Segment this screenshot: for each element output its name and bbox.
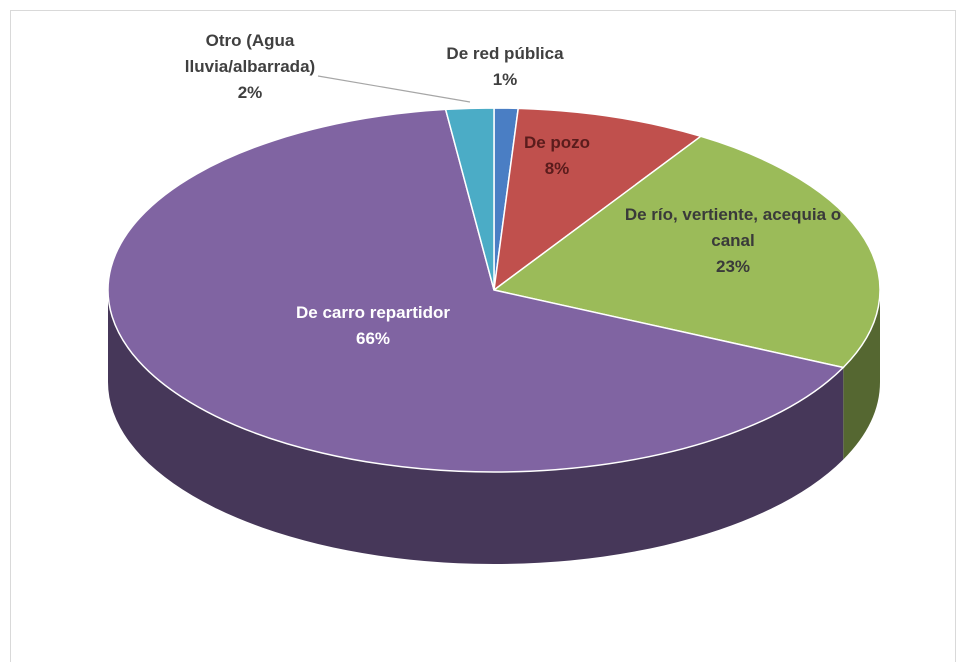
slice-side	[843, 290, 880, 460]
chart-frame	[10, 10, 956, 662]
slice	[493, 107, 703, 292]
data-label: De red pública 1%	[415, 41, 595, 93]
category-label: Otro (Agua lluvia/albarrada)	[184, 31, 316, 76]
slice	[107, 108, 845, 473]
data-label: De río, vertiente, acequia o canal 23%	[618, 202, 848, 280]
value-label: 1%	[492, 70, 518, 89]
category-label: De red pública	[446, 44, 564, 63]
leader-line	[317, 75, 471, 103]
data-label: De carro repartidor 66%	[273, 300, 473, 352]
slice	[444, 107, 495, 291]
value-label: 8%	[544, 159, 570, 178]
category-label: De pozo	[523, 133, 591, 152]
value-label: 23%	[715, 257, 751, 276]
slice	[492, 135, 881, 369]
category-label: De río, vertiente, acequia o canal	[624, 205, 842, 250]
category-label: De carro repartidor	[296, 303, 450, 322]
data-label: De pozo 8%	[502, 130, 612, 182]
value-label: 66%	[355, 329, 391, 348]
slice-side	[108, 290, 844, 564]
data-label: Otro (Agua lluvia/albarrada) 2%	[168, 28, 333, 106]
value-label: 2%	[237, 83, 263, 102]
